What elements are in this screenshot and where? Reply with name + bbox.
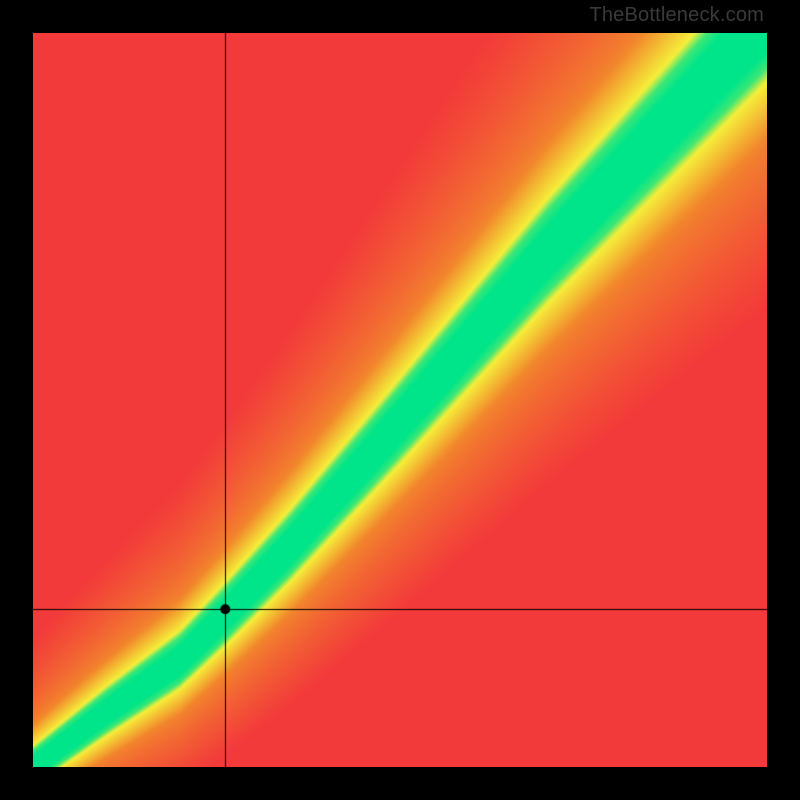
watermark-text: TheBottleneck.com bbox=[589, 4, 764, 27]
plot-area bbox=[33, 33, 767, 767]
bottleneck-heatmap bbox=[33, 33, 767, 767]
